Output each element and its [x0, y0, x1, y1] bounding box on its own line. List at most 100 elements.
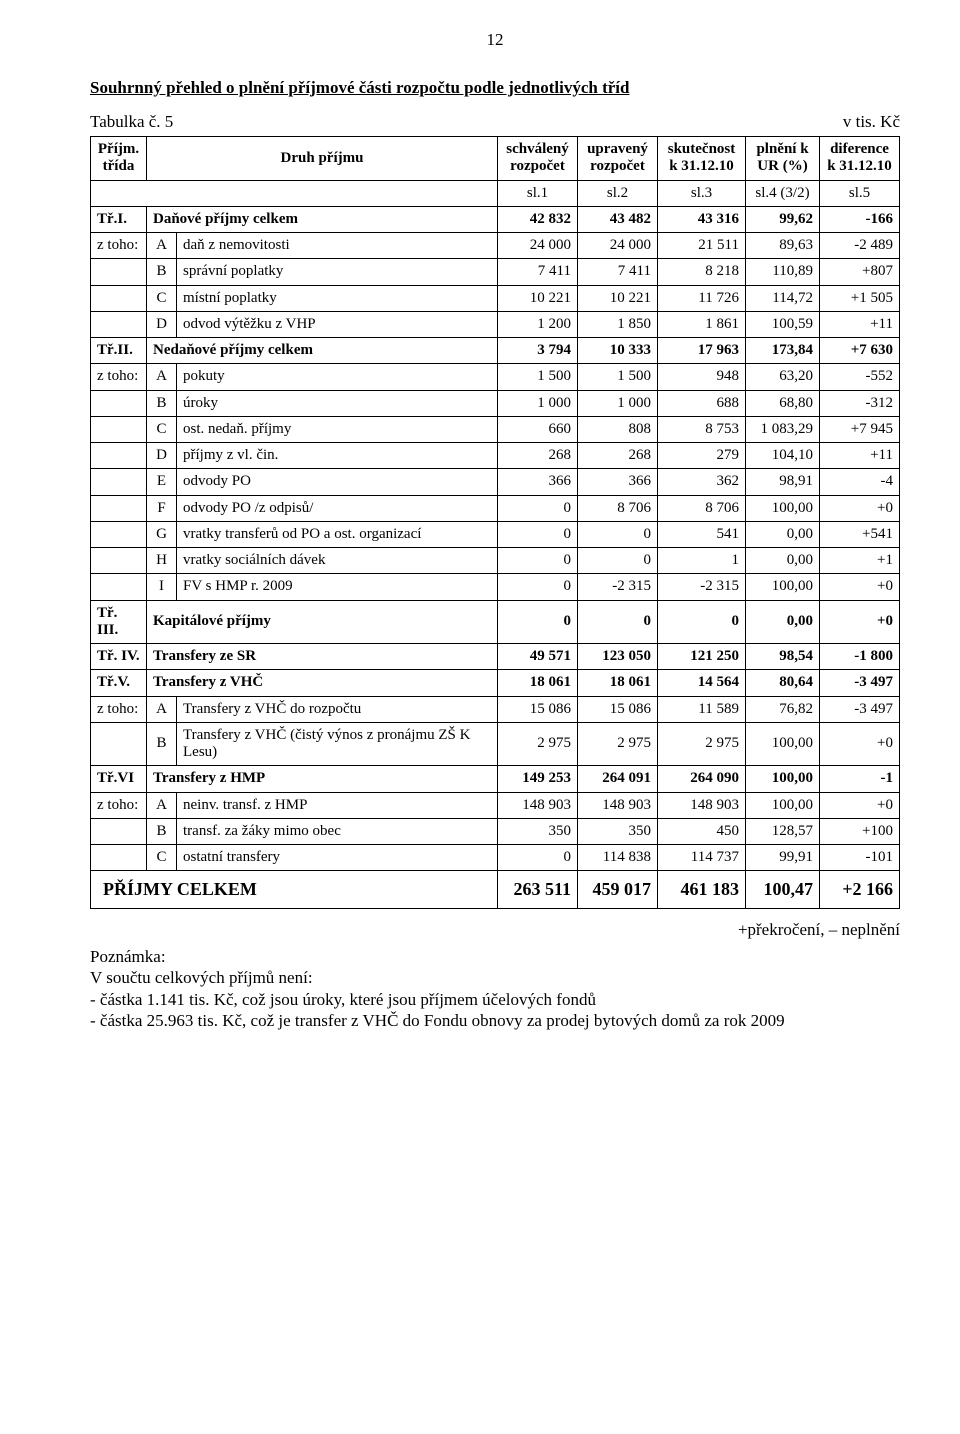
cell-class	[91, 390, 147, 416]
cell-value: 450	[658, 818, 746, 844]
cell-desc: vratky transferů od PO a ost. organizací	[177, 521, 498, 547]
table-row: Bsprávní poplatky7 4117 4118 218110,89+8…	[91, 259, 900, 285]
cell-subletter: E	[147, 469, 177, 495]
cell-value: 948	[658, 364, 746, 390]
cell-value: 104,10	[746, 443, 820, 469]
cell-value: 8 753	[658, 416, 746, 442]
income-summary-table: Příjm. třída Druh příjmu schválený rozpo…	[90, 136, 900, 909]
cell-value: 1 083,29	[746, 416, 820, 442]
cell-desc: Daňové příjmy celkem	[147, 206, 498, 232]
cell-value: 0	[498, 845, 578, 871]
table-row: z toho:Aneinv. transf. z HMP148 903148 9…	[91, 792, 900, 818]
sum-row: PŘÍJMY CELKEM 263 511 459 017 461 183 10…	[91, 871, 900, 909]
th-desc: Druh příjmu	[147, 137, 498, 181]
cell-value: 660	[498, 416, 578, 442]
cell-desc: odvod výtěžku z VHP	[177, 311, 498, 337]
cell-value: 100,59	[746, 311, 820, 337]
cell-class: z toho:	[91, 233, 147, 259]
cell-value: +7 630	[820, 338, 900, 364]
cell-desc: správní poplatky	[177, 259, 498, 285]
sl5: sl.5	[820, 180, 900, 206]
cell-class	[91, 311, 147, 337]
table-row: Tř. III.Kapitálové příjmy0000,00+0	[91, 600, 900, 644]
cell-value: 0	[578, 521, 658, 547]
cell-value: 123 050	[578, 644, 658, 670]
cell-value: 99,91	[746, 845, 820, 871]
cell-value: +0	[820, 495, 900, 521]
table-row: Cost. nedaň. příjmy6608088 7531 083,29+7…	[91, 416, 900, 442]
cell-value: 89,63	[746, 233, 820, 259]
cell-value: +807	[820, 259, 900, 285]
cell-class	[91, 521, 147, 547]
cell-value: 76,82	[746, 696, 820, 722]
cell-value: 114,72	[746, 285, 820, 311]
table-row: Btransf. za žáky mimo obec350350450128,5…	[91, 818, 900, 844]
cell-value: -2 315	[658, 574, 746, 600]
units-label: v tis. Kč	[843, 112, 900, 132]
cell-value: 366	[498, 469, 578, 495]
cell-value: 1 000	[578, 390, 658, 416]
table-caption-row: Tabulka č. 5 v tis. Kč	[90, 112, 900, 132]
cell-value: 63,20	[746, 364, 820, 390]
cell-desc: pokuty	[177, 364, 498, 390]
cell-value: 68,80	[746, 390, 820, 416]
cell-value: 264 090	[658, 766, 746, 792]
cell-value: 0	[578, 548, 658, 574]
cell-value: 0	[498, 521, 578, 547]
cell-value: 18 061	[498, 670, 578, 696]
cell-value: 688	[658, 390, 746, 416]
cell-value: 121 250	[658, 644, 746, 670]
cell-value: +0	[820, 574, 900, 600]
cell-value: 350	[578, 818, 658, 844]
th-adjusted: upravený rozpočet	[578, 137, 658, 181]
cell-desc: Transfery z VHČ	[147, 670, 498, 696]
table-row: Costatní transfery0114 838114 73799,91-1…	[91, 845, 900, 871]
cell-desc: odvody PO /z odpisů/	[177, 495, 498, 521]
cell-value: 15 086	[498, 696, 578, 722]
cell-value: 366	[578, 469, 658, 495]
table-number-label: Tabulka č. 5	[90, 112, 173, 132]
cell-value: 268	[498, 443, 578, 469]
cell-subletter: A	[147, 792, 177, 818]
cell-desc: vratky sociálních dávek	[177, 548, 498, 574]
th-class: Příjm. třída	[91, 137, 147, 181]
cell-class	[91, 416, 147, 442]
cell-value: 149 253	[498, 766, 578, 792]
cell-value: 15 086	[578, 696, 658, 722]
cell-value: 279	[658, 443, 746, 469]
cell-value: 0,00	[746, 521, 820, 547]
cell-desc: příjmy z vl. čin.	[177, 443, 498, 469]
cell-value: 14 564	[658, 670, 746, 696]
cell-value: 3 794	[498, 338, 578, 364]
cell-class	[91, 574, 147, 600]
note-label: Poznámka:	[90, 946, 900, 967]
cell-value: 350	[498, 818, 578, 844]
cell-value: 8 706	[658, 495, 746, 521]
cell-class	[91, 722, 147, 766]
cell-desc: FV s HMP r. 2009	[177, 574, 498, 600]
table-row: Búroky1 0001 00068868,80-312	[91, 390, 900, 416]
cell-class: z toho:	[91, 792, 147, 818]
cell-subletter: B	[147, 390, 177, 416]
cell-value: 80,64	[746, 670, 820, 696]
cell-desc: ostatní transfery	[177, 845, 498, 871]
cell-class	[91, 443, 147, 469]
sum-label: PŘÍJMY CELKEM	[91, 871, 498, 909]
cell-value: 1 500	[498, 364, 578, 390]
cell-class: Tř.VI	[91, 766, 147, 792]
cell-value: 24 000	[498, 233, 578, 259]
cell-class	[91, 548, 147, 574]
cell-value: 100,00	[746, 495, 820, 521]
cell-subletter: C	[147, 416, 177, 442]
cell-subletter: D	[147, 311, 177, 337]
cell-value: 0	[498, 495, 578, 521]
cell-value: -2 489	[820, 233, 900, 259]
cell-value: -2 315	[578, 574, 658, 600]
table-row: Gvratky transferů od PO a ost. organizac…	[91, 521, 900, 547]
cell-subletter: A	[147, 233, 177, 259]
cell-value: 8 218	[658, 259, 746, 285]
cell-value: 0	[498, 548, 578, 574]
table-row: Dodvod výtěžku z VHP1 2001 8501 861100,5…	[91, 311, 900, 337]
th-actual: skutečnost k 31.12.10	[658, 137, 746, 181]
th-approved: schválený rozpočet	[498, 137, 578, 181]
